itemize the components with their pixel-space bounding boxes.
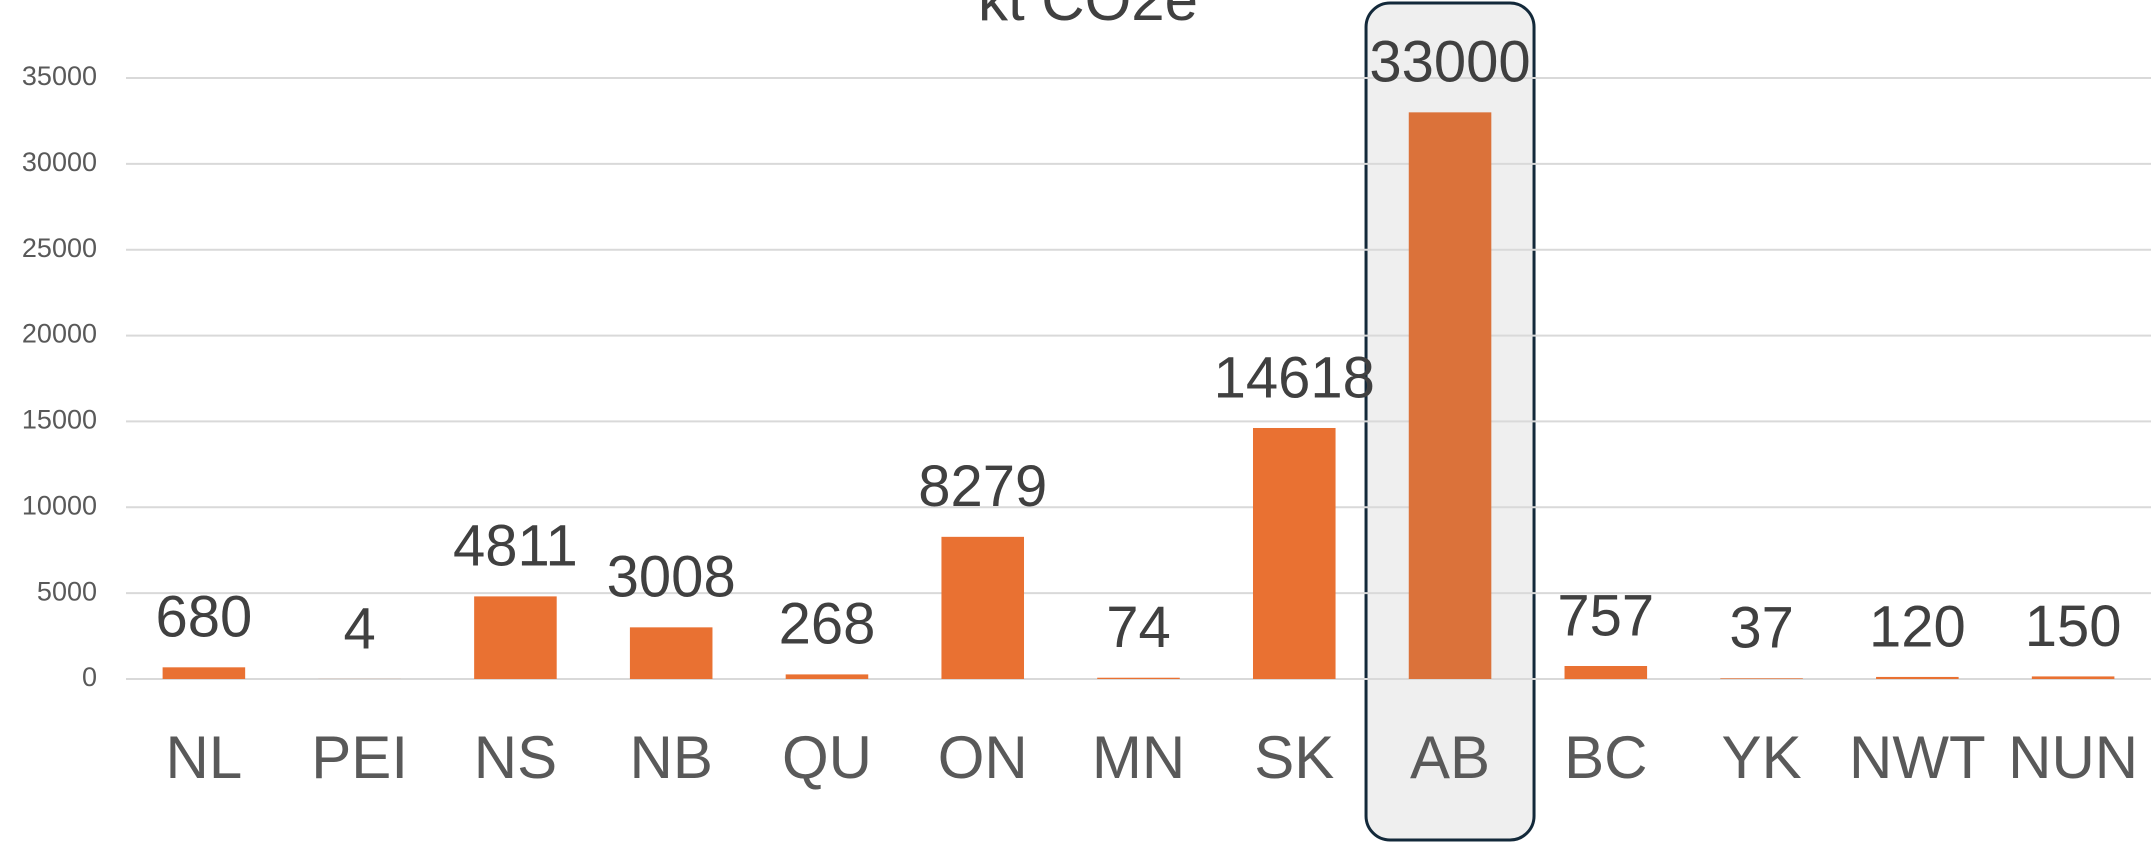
bar xyxy=(629,627,713,679)
bar xyxy=(162,667,246,679)
chart-title: kt CO2e xyxy=(978,0,1198,33)
x-tick-label: NWT xyxy=(1849,724,1986,791)
data-label: 4811 xyxy=(453,514,578,579)
x-tick-label: AB xyxy=(1410,724,1490,791)
x-tick-label: NUN xyxy=(2008,724,2138,791)
y-tick-label: 35000 xyxy=(22,61,97,91)
data-label: 268 xyxy=(779,592,876,657)
bar xyxy=(941,536,1025,679)
data-label: 120 xyxy=(1869,594,1966,659)
y-tick-label: 25000 xyxy=(22,233,97,263)
bar xyxy=(474,596,557,679)
x-tick-label: PEI xyxy=(311,724,408,791)
y-tick-label: 5000 xyxy=(37,576,97,606)
data-label: 14618 xyxy=(1214,345,1375,410)
data-label: 150 xyxy=(2025,594,2122,659)
bar xyxy=(1720,678,1803,679)
y-tick-label: 0 xyxy=(82,662,97,692)
bar xyxy=(1408,112,1492,680)
bar xyxy=(785,674,869,679)
bar xyxy=(1252,427,1336,679)
y-tick-label: 10000 xyxy=(22,490,97,520)
bar xyxy=(1876,676,1959,679)
data-label: 3008 xyxy=(607,545,736,610)
data-label: 4 xyxy=(344,596,376,661)
data-label: 757 xyxy=(1557,583,1654,648)
x-tick-label: NS xyxy=(474,724,557,791)
bar xyxy=(1564,666,1648,679)
data-label: 37 xyxy=(1729,596,1794,661)
data-label: 680 xyxy=(155,585,252,650)
data-label: 8279 xyxy=(918,454,1047,519)
x-tick-label: SK xyxy=(1254,724,1334,791)
x-tick-label: QU xyxy=(782,724,872,791)
bar xyxy=(2031,676,2115,679)
x-tick-label: ON xyxy=(938,724,1028,791)
x-tick-label: MN xyxy=(1092,724,1185,791)
y-tick-label: 30000 xyxy=(22,147,97,177)
x-tick-label: BC xyxy=(1564,724,1647,791)
y-tick-label: 15000 xyxy=(22,405,97,435)
bar xyxy=(1097,677,1180,679)
x-tick-label: NB xyxy=(630,724,713,791)
y-tick-label: 20000 xyxy=(22,319,97,349)
data-label: 74 xyxy=(1106,595,1171,660)
data-label: 33000 xyxy=(1369,30,1530,95)
x-tick-label: YK xyxy=(1722,724,1802,791)
x-tick-label: NL xyxy=(166,724,243,791)
